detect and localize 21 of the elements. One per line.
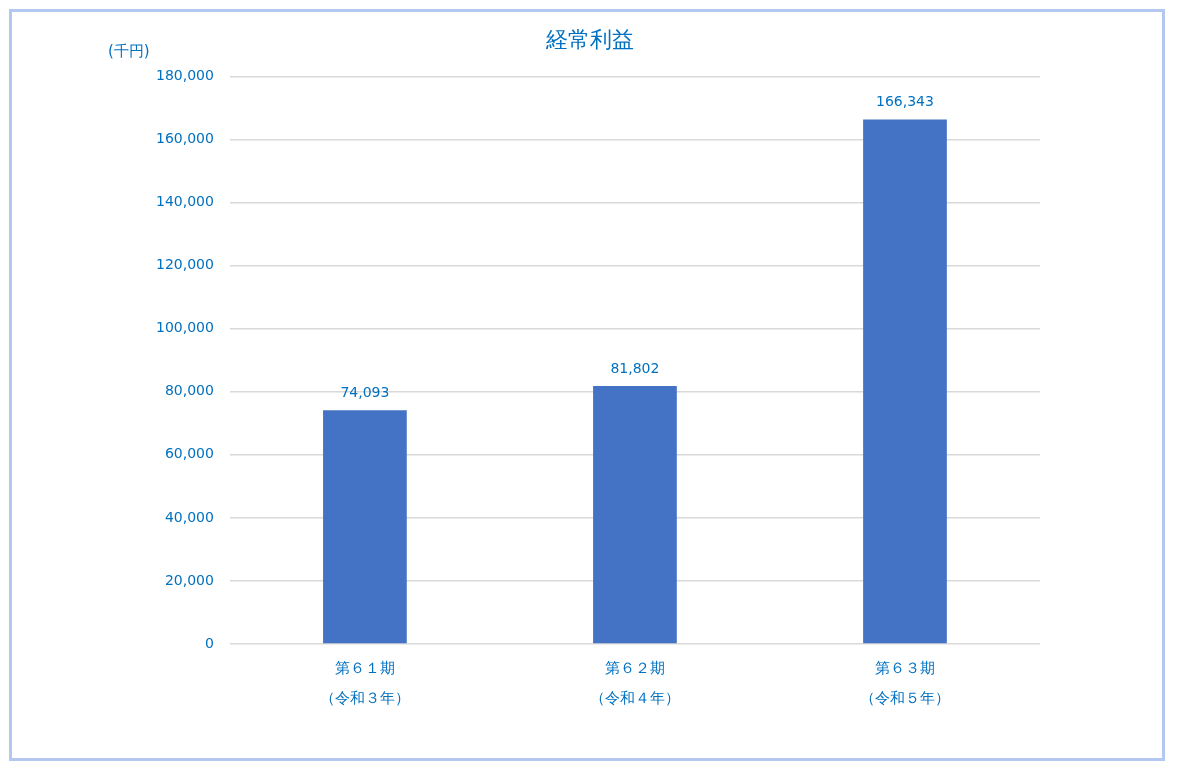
y-axis-title: (千円) [108, 41, 150, 60]
bar [323, 410, 407, 644]
chart-title: 経常利益 [545, 26, 634, 52]
bar [593, 386, 677, 644]
data-label: 81,802 [610, 359, 660, 376]
y-tick-label: 40,000 [164, 508, 214, 525]
y-tick-label: 120,000 [155, 256, 214, 273]
data-label: 74,093 [340, 384, 390, 400]
bar [863, 119, 947, 644]
y-tick-label: 100,000 [155, 319, 214, 336]
data-label: 166,343 [876, 93, 934, 110]
y-tick-label: 20,000 [164, 571, 214, 588]
y-tick-label: 180,000 [155, 67, 214, 84]
y-tick-label: 60,000 [164, 445, 214, 462]
y-tick-label: 0 [204, 634, 214, 651]
y-tick-label: 160,000 [155, 130, 214, 147]
y-tick-label: 80,000 [164, 382, 214, 399]
x-tick-label: 第６３期（令和５年） [859, 658, 950, 707]
x-tick-label: 第６１期（令和３年） [319, 658, 410, 707]
y-tick-label: 140,000 [155, 193, 214, 210]
x-tick-label: 第６２期（令和４年） [589, 658, 680, 707]
